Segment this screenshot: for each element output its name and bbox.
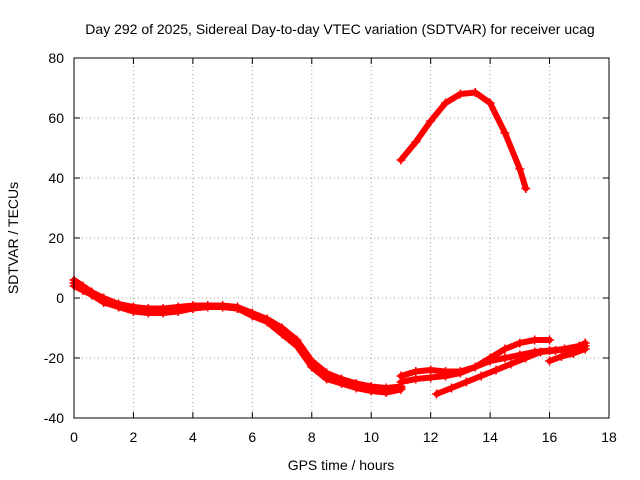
data-point-marker [515,338,525,348]
y-tick-label: -20 [44,350,64,366]
data-point-marker [322,371,332,381]
x-tick-label: 6 [248,429,256,445]
data-point-marker [446,383,456,393]
x-tick-label: 18 [601,429,617,445]
x-axis-title: GPS time / hours [288,457,395,473]
data-point-marker [203,302,213,312]
x-tick-label: 4 [189,429,197,445]
data-point-marker [426,373,436,382]
data-point-marker [114,302,124,312]
y-tick-label: 20 [48,230,64,246]
tick-labels: 0 2 4 6 8 10 12 14 16 18 -40 -20 0 20 40 60 80 [44,50,617,445]
x-tick-label: 10 [363,429,379,445]
data-point-marker [515,164,525,174]
x-tick-label: 8 [308,429,316,445]
data-point-marker [476,371,486,381]
data-point-marker [536,347,546,357]
x-tick-label: 2 [130,429,138,445]
data-point-marker [247,310,257,319]
y-tick-label: 0 [56,290,64,306]
data-point-marker [432,389,442,399]
data-point-marker [292,338,302,348]
data-point-marker [500,344,510,354]
data-point-marker [87,290,97,300]
data-point-marker [491,365,501,375]
data-point-marker [232,304,242,313]
series-s6 [432,341,590,399]
data-point-marker [521,184,531,193]
data-point-marker [396,155,406,165]
data-point-marker [277,326,287,336]
data-point-marker [506,359,516,369]
data-point-marker [568,349,578,358]
series-trace [397,89,529,192]
data-point-marker [411,137,421,147]
data-point-marker [545,356,555,366]
data-point-marker [351,380,361,390]
data-point-marker [455,89,465,99]
x-tick-label: 16 [542,429,558,445]
y-tick-label: 40 [48,170,64,186]
y-tick-label: 60 [48,110,64,126]
data-point-marker [366,383,376,393]
data-series [69,88,590,399]
data-point-marker [411,374,421,384]
data-point-marker [500,128,510,138]
data-point-marker [461,377,471,387]
data-point-marker [396,377,406,387]
data-point-marker [218,302,228,312]
data-point-marker [78,284,88,294]
data-point-marker [530,335,540,345]
data-point-marker [128,307,138,316]
data-point-marker [158,308,168,318]
data-point-marker [173,307,183,316]
series-s4 [396,335,555,381]
series-s3 [69,278,406,396]
x-tick-label: 0 [70,429,78,445]
data-point-marker [99,296,109,306]
chart-title: Day 292 of 2025, Sidereal Day-to-day VTE… [85,21,594,37]
data-point-marker [441,371,451,381]
data-point-marker [485,98,495,108]
data-point-marker [262,316,272,325]
series-s8 [396,88,531,193]
data-point-marker [500,353,510,363]
axis-ticks [73,57,610,419]
data-point-marker [470,362,480,372]
data-point-marker [441,98,451,108]
data-point-marker [381,386,391,396]
y-axis-title: SDTVAR / TECUs [5,182,21,294]
data-point-marker [188,304,198,313]
data-point-marker [426,116,436,126]
data-point-marker [521,353,531,363]
data-point-marker [307,359,317,369]
data-point-marker [551,346,560,355]
data-point-marker [455,368,465,378]
data-point-marker [485,356,495,366]
data-point-marker [143,308,153,318]
y-tick-label: 80 [48,50,64,66]
x-tick-label: 12 [423,429,439,445]
data-point-marker [580,344,590,354]
x-tick-label: 14 [482,429,498,445]
data-point-marker [545,335,555,345]
series-s7 [545,344,590,366]
y-tick-label: -40 [44,410,64,426]
data-point-marker [470,88,480,97]
series-trace [546,346,589,364]
data-point-marker [556,352,566,361]
data-point-marker [337,377,346,387]
